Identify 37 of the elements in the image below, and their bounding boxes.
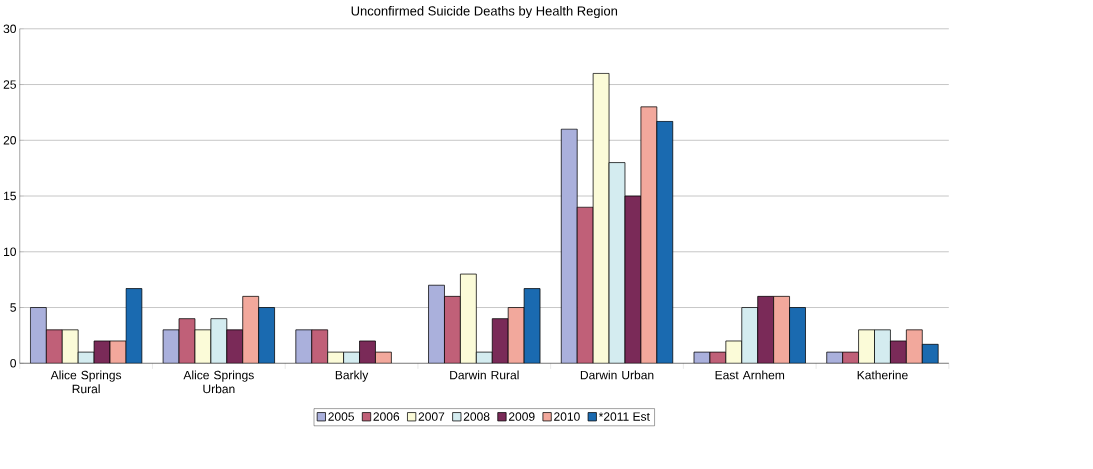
x-tick-label: Alice Springs Rural xyxy=(50,370,122,394)
x-tick-label: Darwin Urban xyxy=(580,370,654,380)
x-tick-label: Alice Springs Urban xyxy=(183,370,254,394)
bar xyxy=(30,307,47,364)
y-tick-label: 0 xyxy=(10,358,17,368)
bar xyxy=(905,329,923,364)
bar xyxy=(656,121,673,364)
chart-title: Unconfirmed Suicide Deaths by Health Region xyxy=(351,5,618,19)
bar xyxy=(789,307,806,364)
x-tick-label: Barkly xyxy=(335,370,369,382)
bar xyxy=(226,329,243,364)
bar xyxy=(295,329,312,364)
x-tick-label: Darwin Rural xyxy=(450,370,519,380)
y-tick-label: 30 xyxy=(3,24,17,33)
bar xyxy=(874,329,891,364)
bar xyxy=(773,296,790,364)
bar xyxy=(428,285,445,364)
y-tick-label: 10 xyxy=(4,247,17,256)
bar xyxy=(492,318,509,364)
bar xyxy=(242,296,259,364)
x-tick-label: Katherine xyxy=(857,370,908,380)
bar xyxy=(757,296,774,364)
legend-label: 2007 xyxy=(418,412,445,421)
y-tick-label: 15 xyxy=(4,191,16,201)
legend-label: *2011 Est xyxy=(598,412,650,421)
legend-label: 2006 xyxy=(373,412,400,421)
bar xyxy=(741,307,758,364)
legend-label: 2008 xyxy=(463,412,490,421)
y-tick-label: 20 xyxy=(3,135,17,145)
legend-label: 2009 xyxy=(508,412,535,421)
legend-label: 2010 xyxy=(554,412,580,421)
legend-label: 2005 xyxy=(328,412,354,421)
bar xyxy=(561,129,578,364)
y-tick-label: 5 xyxy=(10,303,16,312)
bar xyxy=(258,307,275,364)
x-tick-label: East Arnhem xyxy=(715,370,785,380)
y-tick-label: 25 xyxy=(3,80,16,89)
